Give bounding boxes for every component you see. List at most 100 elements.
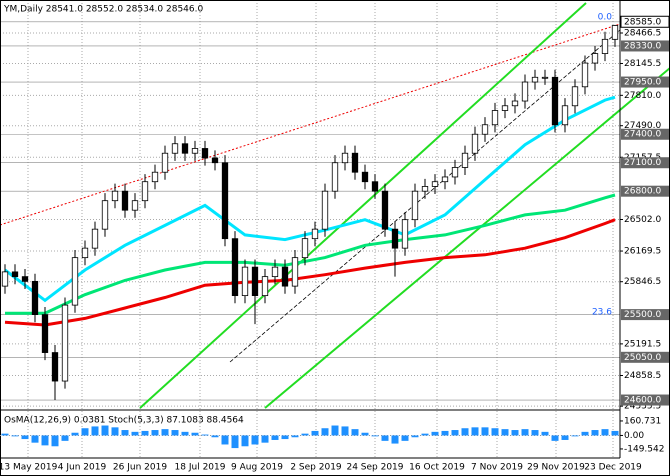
- level-box: [621, 157, 669, 169]
- oscillator-bar: [371, 435, 379, 437]
- candle-body: [541, 76, 549, 79]
- plot: [1, 24, 619, 401]
- candle-body: [591, 53, 599, 64]
- level-label: 24600.0: [624, 396, 661, 406]
- oscillator-bar: [521, 429, 529, 436]
- level-label: 28585.0: [624, 17, 661, 27]
- candle-body: [301, 238, 309, 259]
- y-tick-label: 25846.5: [624, 277, 661, 287]
- candle-body: [491, 110, 499, 126]
- chart-title: YM,Daily 28541.0 28552.0 28534.0 28546.0: [3, 5, 203, 15]
- oscillator-bar: [111, 427, 119, 436]
- level-box: [621, 40, 669, 52]
- oscillator-bar: [401, 435, 409, 441]
- oscillator-bar: [421, 433, 429, 436]
- oscillator-bar: [361, 432, 369, 436]
- oscillator-bar: [431, 431, 439, 436]
- level-label: 25050.0: [624, 353, 661, 363]
- oscillator-bar: [251, 435, 259, 445]
- oscillator-bar: [1, 433, 9, 436]
- oscillator-bar: [481, 427, 489, 436]
- candle-body: [341, 152, 349, 164]
- candle-body: [171, 143, 179, 154]
- candle-body: [571, 86, 579, 107]
- level-label: 27950.0: [624, 78, 661, 88]
- candle-body: [321, 190, 329, 230]
- oscillator-bar: [71, 432, 79, 436]
- oscillator-bar: [341, 426, 349, 436]
- oscillator-bar: [551, 435, 559, 441]
- level-box: [621, 394, 669, 406]
- candle-body: [401, 219, 409, 249]
- y-tick-label: 25191.5: [624, 339, 661, 349]
- oscillator-tick-label: -149.542: [624, 444, 664, 454]
- fib-label: 23.6: [592, 308, 612, 318]
- oscillator-bar: [301, 433, 309, 436]
- level-box: [620, 15, 670, 28]
- oscillator-bar: [271, 435, 279, 440]
- oscillator-bar: [601, 429, 609, 436]
- y-tick-label: 28145.5: [624, 59, 661, 69]
- oscillator-bar: [291, 435, 299, 438]
- x-tick-label: 2 Sep 2019: [290, 463, 342, 473]
- candle-body: [411, 190, 419, 221]
- candle-body: [311, 228, 319, 240]
- oscillator-bar: [311, 430, 319, 436]
- x-tick-label: 13 May 2019: [0, 463, 58, 473]
- level-label: 27100.0: [624, 158, 661, 168]
- candle-body: [451, 167, 459, 178]
- oscillator-bar: [511, 430, 519, 436]
- oscillator-bar: [101, 425, 109, 436]
- candle-body: [51, 352, 59, 382]
- candle-body: [181, 143, 189, 154]
- grid: [0, 0, 620, 458]
- oscillator-bar: [221, 435, 229, 445]
- oscillator-bar: [91, 426, 99, 436]
- candle-body: [551, 76, 559, 126]
- candle-body: [191, 148, 199, 154]
- candle-body: [21, 276, 29, 282]
- oscillator-bar: [121, 430, 129, 436]
- level-box: [621, 309, 669, 321]
- candle-body: [31, 280, 39, 315]
- oscillator-bar: [491, 428, 499, 436]
- fib-label: 0.0: [598, 13, 613, 23]
- level-box: [621, 128, 669, 140]
- candle-body: [511, 100, 519, 107]
- oscillator-bar: [471, 427, 479, 436]
- channel-upper: [139, 2, 587, 409]
- level-label: 28330.0: [624, 41, 661, 51]
- oscillator-bar: [411, 435, 419, 438]
- candle-body: [161, 152, 169, 173]
- candle-body: [241, 266, 249, 297]
- candle-body: [361, 171, 369, 183]
- level-label: 26800.0: [624, 187, 661, 197]
- oscillator-bar: [41, 435, 49, 446]
- candle-body: [261, 276, 269, 297]
- candle-body: [271, 266, 279, 278]
- x-tick-label: 18 Jul 2019: [175, 463, 226, 473]
- x-tick-label: 4 Jun 2019: [58, 463, 107, 473]
- candle-body: [81, 247, 89, 259]
- oscillator-bar: [391, 435, 399, 444]
- oscillator-tick-label: 160.731: [624, 416, 661, 426]
- x-tick-label: 7 Nov 2019: [471, 463, 523, 473]
- oscillator-bar: [201, 434, 209, 436]
- candle-body: [231, 238, 239, 297]
- candle-body: [121, 190, 129, 211]
- candle-body: [501, 105, 509, 111]
- level-label: 27400.0: [624, 130, 661, 140]
- candle-body: [431, 181, 439, 187]
- y-tick-label: 24858.5: [624, 371, 661, 381]
- x-tick-label: 29 Nov 2019: [527, 463, 585, 473]
- moving-average: [5, 193, 616, 315]
- oscillator-bar: [261, 435, 269, 443]
- oscillator-bar: [541, 431, 549, 436]
- candle-body: [91, 228, 99, 249]
- oscillator-bar: [141, 430, 149, 436]
- oscillator-bar: [331, 425, 339, 436]
- candle-body: [1, 271, 9, 287]
- oscillator-bar: [281, 435, 289, 440]
- candle-body: [461, 152, 469, 168]
